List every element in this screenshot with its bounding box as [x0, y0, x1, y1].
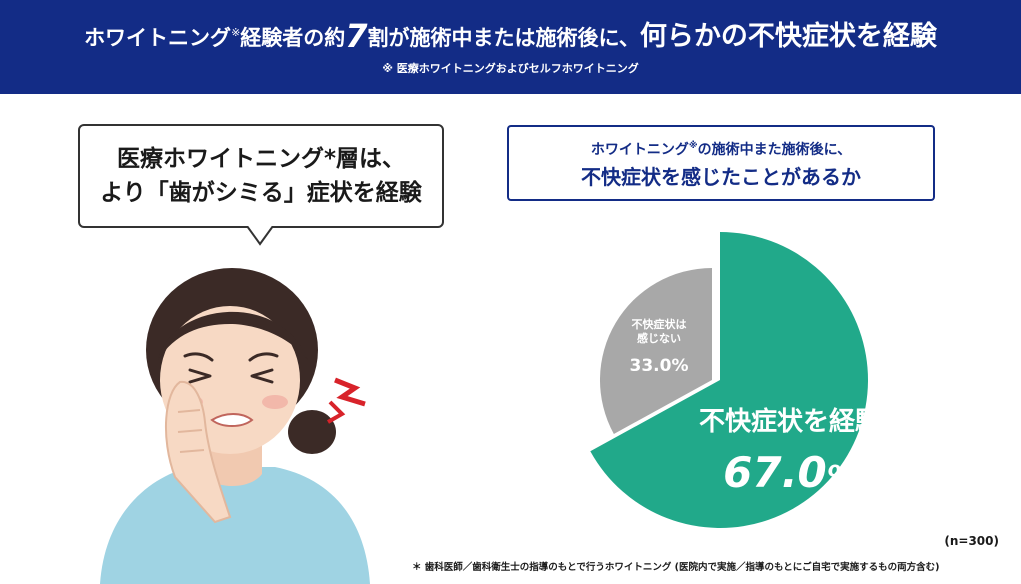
banner-title-part: 割 — [367, 26, 389, 50]
banner-title-seven: 7 — [345, 17, 368, 55]
slice-label-line: 感じない — [637, 332, 681, 345]
slice-label-line: 不快症状は — [631, 318, 687, 331]
banner-title-emphasis: 何らかの不快症状を経験 — [639, 21, 937, 52]
banner-title-mark: ※ — [231, 26, 241, 39]
footnote: ＊ 歯科医師／歯科衛生士の指導のもとで行うホワイトニング (医院内で実施／指導の… — [412, 562, 940, 573]
slice-value-unit: % — [826, 460, 857, 495]
slice-value-no-discomfort: 33.0% — [629, 356, 689, 376]
woman-toothache-illustration — [100, 268, 370, 584]
pie-chart — [590, 232, 869, 528]
speech-bubble: 医療ホワイトニング*層は、 より「歯がシミる」症状を経験 — [78, 124, 444, 228]
survey-question-box: ホワイトニング※の施術中また施術後に、 不快症状を感じたことがあるか — [507, 125, 935, 201]
question-line-1: ホワイトニング※の施術中また施術後に、 — [509, 137, 933, 159]
slice-value-discomfort: 67.0% — [660, 446, 920, 505]
sample-size-label: (n=300) — [944, 534, 999, 548]
pie-slice-no-discomfort — [599, 268, 712, 434]
bubble-line-1: 医療ホワイトニング*層は、 — [116, 146, 406, 172]
slice-value-number: 67.0 — [723, 448, 827, 497]
banner-title: ホワイトニング※経験者の約7割が施術中または施術後に、何らかの不快症状を経験 — [0, 18, 1021, 53]
banner-note: ※ 医療ホワイトニングおよびセルフホワイトニング — [382, 62, 639, 75]
pie-slice-discomfort — [590, 232, 869, 528]
slice-label-discomfort: 不快症状を経験 — [698, 407, 881, 437]
slice-label-no-discomfort: 不快症状は 感じない — [609, 318, 709, 346]
question-part: ホワイトニング — [590, 142, 689, 158]
banner-title-part: ホワイトニング — [84, 26, 232, 50]
question-part: の施術中また施術後に、 — [697, 142, 852, 158]
question-line-2: 不快症状を感じたことがあるか — [581, 165, 861, 189]
banner-title-part: 経験者の約 — [240, 26, 346, 50]
bubble-line-2: より「歯がシミる」症状を経験 — [100, 180, 422, 206]
question-mark: ※ — [688, 141, 698, 151]
banner-title-part: が施術中または施術後に、 — [388, 26, 640, 50]
header-banner: ホワイトニング※経験者の約7割が施術中または施術後に、何らかの不快症状を経験 ※… — [0, 0, 1021, 94]
speech-bubble-tail — [247, 226, 273, 246]
